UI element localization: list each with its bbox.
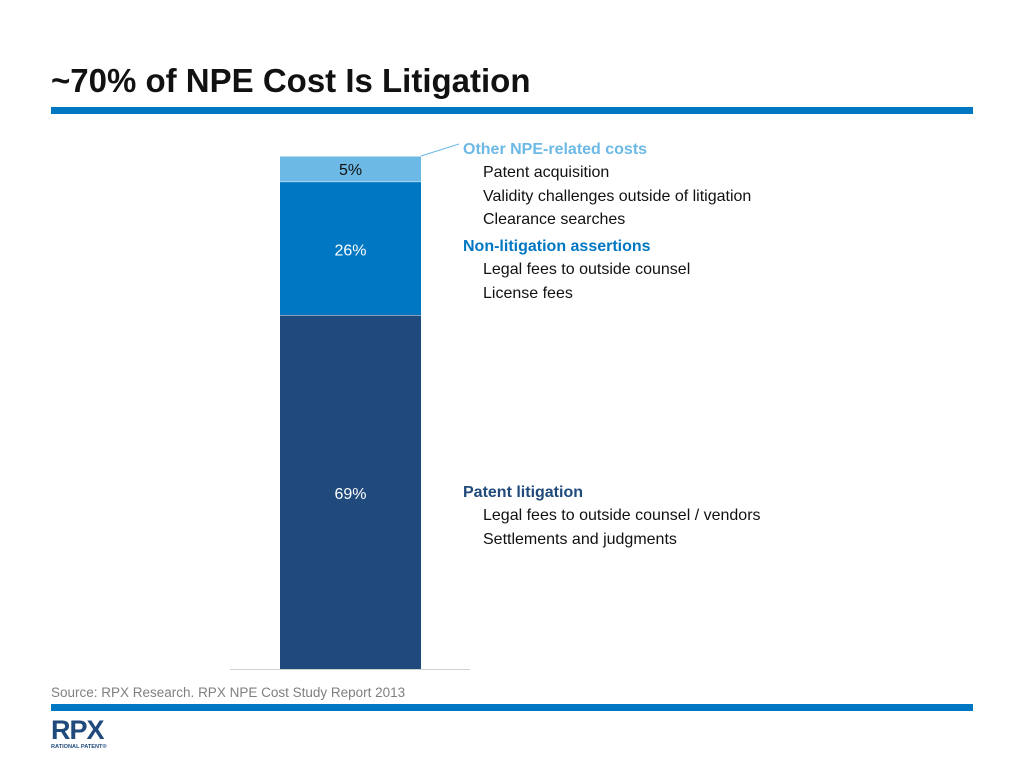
legend-item: Legal fees to outside counsel	[483, 261, 691, 278]
legend-item: Clearance searches	[483, 211, 626, 228]
other-costs-leader-line	[420, 143, 460, 157]
data-label-non-litigation-assertions: 26%	[334, 243, 366, 260]
legend-group-other-costs: Other NPE-related costs Patent acquisiti…	[463, 139, 751, 232]
legend-item: Patent acquisition	[483, 164, 610, 181]
bar-segment-non-litigation-assertions	[280, 181, 421, 316]
legend-group-patent-litigation: Patent litigation Legal fees to outside …	[463, 482, 761, 551]
source-note: Source: RPX Research. RPX NPE Cost Study…	[51, 685, 406, 700]
page-title: ~70% of NPE Cost Is Litigation	[51, 62, 531, 99]
data-label-other-npe-related-costs: 5%	[339, 162, 362, 179]
rpx-logo: RPX RATIONAL PATENT®	[51, 716, 107, 750]
legend-item: Settlements and judgments	[483, 530, 677, 548]
bar-segment-patent-litigation	[280, 315, 421, 669]
legend-label-patent-litigation: Patent litigation	[463, 484, 583, 501]
legend-group-non-litigation: Non-litigation assertions Legal fees to …	[463, 236, 690, 305]
bar-segment-other-npe-related-costs	[280, 156, 421, 182]
data-label-patent-litigation: 69%	[334, 486, 366, 503]
legend-item: License fees	[483, 284, 573, 302]
legend-label-non-litigation: Non-litigation assertions	[463, 238, 651, 255]
logo-wordmark: RPX	[51, 716, 105, 745]
title-rule	[51, 107, 973, 114]
logo-tagline: RATIONAL PATENT®	[51, 743, 107, 750]
legend-item: Validity challenges outside of litigatio…	[483, 187, 752, 205]
legend-item: Legal fees to outside counsel / vendors	[483, 507, 761, 524]
legend-label-other-costs: Other NPE-related costs	[463, 141, 648, 158]
footer-rule	[51, 704, 973, 711]
